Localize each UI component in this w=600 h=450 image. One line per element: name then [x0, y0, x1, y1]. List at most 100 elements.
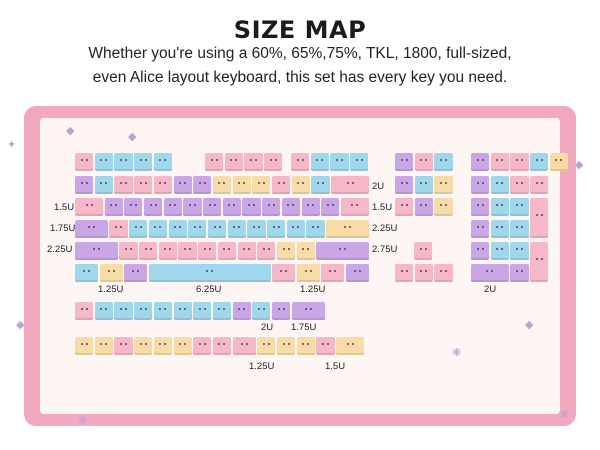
keycap — [217, 242, 236, 260]
cat-keycap-icon — [304, 269, 313, 276]
keycap — [257, 242, 276, 260]
sparkle-icon: ✦ — [7, 139, 17, 151]
size-label-row3-1-5u: 1.5U — [325, 361, 346, 372]
keycap — [75, 176, 94, 194]
cat-keycap-icon — [153, 225, 162, 232]
keycap — [510, 242, 529, 260]
cat-keycap-icon — [315, 158, 324, 165]
keycap — [134, 337, 153, 355]
keycap — [212, 337, 232, 355]
cat-keycap-icon — [554, 158, 563, 165]
cat-keycap-icon — [535, 258, 544, 264]
cat-keycap-icon — [183, 247, 192, 254]
keycap — [94, 176, 113, 194]
subtitle-line-2: even Alice layout keyboard, this set has… — [92, 69, 508, 86]
cat-keycap-icon — [247, 203, 256, 210]
cat-keycap-icon — [134, 225, 143, 232]
cat-keycap-icon — [149, 203, 158, 210]
cat-keycap-icon — [178, 181, 187, 188]
keycap — [395, 153, 414, 171]
cat-keycap-icon — [257, 307, 266, 314]
keycap — [114, 176, 133, 194]
cat-keycap-icon — [301, 247, 310, 254]
keycap — [471, 153, 490, 171]
cat-keycap-icon — [495, 181, 504, 188]
cat-keycap-icon — [439, 269, 448, 276]
keycap — [272, 302, 291, 320]
keycap — [173, 337, 192, 355]
cat-keycap-icon — [99, 342, 108, 349]
cat-keycap-icon — [249, 158, 258, 165]
cat-keycap-icon — [198, 342, 207, 349]
keycap — [471, 220, 490, 238]
cat-keycap-icon — [87, 225, 96, 232]
cat-keycap-icon — [262, 342, 271, 349]
cat-keycap-icon — [217, 342, 226, 349]
keycap — [471, 264, 509, 282]
cat-keycap-icon — [515, 247, 524, 254]
cat-keycap-icon — [476, 247, 485, 254]
keycap — [471, 176, 490, 194]
keycap — [173, 302, 192, 320]
keycap — [153, 302, 172, 320]
keycap — [232, 337, 256, 355]
keycap — [252, 302, 271, 320]
keycap — [530, 242, 549, 282]
keycap — [193, 337, 212, 355]
cat-keycap-icon — [495, 225, 504, 232]
cat-keycap-icon — [279, 269, 288, 276]
cat-keycap-icon — [485, 269, 494, 276]
cat-keycap-icon — [208, 203, 217, 210]
keycap — [232, 302, 251, 320]
keycap — [203, 198, 222, 216]
candy-icon: ❋ — [452, 347, 462, 359]
keycap — [252, 176, 271, 194]
keycap — [267, 220, 286, 238]
keycap — [183, 198, 202, 216]
cat-keycap-icon — [419, 158, 428, 165]
cat-keycap-icon — [335, 158, 344, 165]
keycap — [510, 153, 529, 171]
keycap — [296, 242, 315, 260]
keycap — [232, 176, 251, 194]
keycap — [414, 176, 433, 194]
keycap — [321, 198, 340, 216]
cat-keycap-icon — [311, 225, 320, 232]
cat-keycap-icon — [328, 269, 337, 276]
keycap — [178, 242, 197, 260]
size-label-2-25u-left: 2.25U — [47, 244, 73, 255]
keycap — [326, 220, 369, 238]
cat-keycap-icon — [193, 225, 202, 232]
cat-keycap-icon — [178, 307, 187, 314]
keycap — [75, 220, 108, 238]
cat-keycap-icon — [535, 181, 544, 188]
cat-keycap-icon — [515, 181, 524, 188]
keycap — [75, 242, 118, 260]
keycap — [257, 337, 276, 355]
keycap — [286, 220, 305, 238]
keycap — [291, 153, 310, 171]
size-label-1-5u-left: 1.5U — [54, 202, 75, 213]
cat-keycap-icon — [419, 203, 428, 210]
cat-keycap-icon — [400, 158, 409, 165]
cat-keycap-icon — [119, 307, 128, 314]
cat-keycap-icon — [227, 203, 236, 210]
size-label-1-5u-right: 1.5U — [372, 202, 393, 213]
cat-keycap-icon — [168, 203, 177, 210]
keycap — [94, 153, 113, 171]
keycap — [414, 153, 433, 171]
keycap — [109, 220, 128, 238]
cat-keycap-icon — [99, 158, 108, 165]
keycap — [471, 198, 490, 216]
keycap — [207, 220, 227, 238]
keycap — [75, 337, 94, 355]
cat-keycap-icon — [158, 342, 167, 349]
keycap — [490, 198, 509, 216]
keycap — [114, 337, 133, 355]
cat-keycap-icon — [282, 342, 291, 349]
keycap — [119, 242, 138, 260]
keycap — [350, 153, 369, 171]
keycap — [291, 176, 310, 194]
page-title: SIZE MAP — [233, 16, 367, 44]
cat-keycap-icon — [282, 247, 291, 254]
